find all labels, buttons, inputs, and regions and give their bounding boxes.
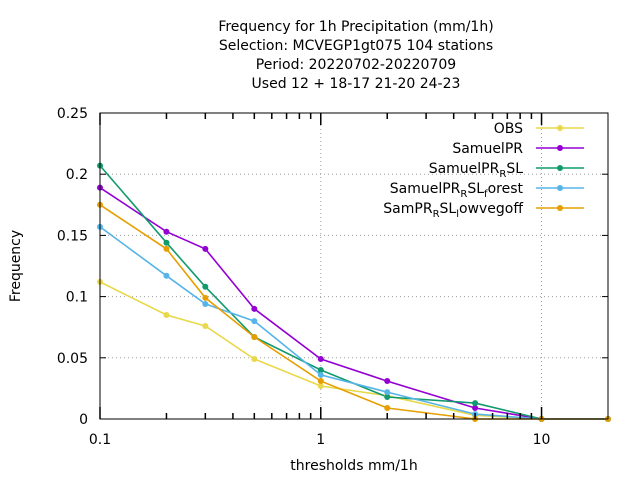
series-point-2: [202, 283, 209, 290]
y-axis-label: Frequency: [8, 230, 24, 302]
series-line-4: [99, 204, 608, 420]
legend-label-part: R: [433, 209, 440, 220]
y-tick-label: 0.1: [66, 290, 88, 306]
series-point-0: [317, 382, 324, 389]
series-point-4: [384, 404, 391, 411]
series-point-0: [163, 311, 170, 318]
series-point-3: [384, 389, 391, 396]
legend-label-part: SL: [506, 161, 523, 177]
x-tick-label: 1: [316, 432, 325, 448]
legend-swatch-point: [557, 145, 563, 151]
legend-label-part: SamuelPR: [452, 141, 523, 157]
series-point-3: [163, 272, 170, 279]
legend-label-part: l: [456, 209, 459, 220]
series-point-1: [251, 305, 258, 312]
legend-swatch-point: [557, 185, 563, 191]
legend-label-part: f: [484, 189, 488, 200]
chart-title: Frequency for 1h Precipitation (mm/1h) Se…: [218, 19, 493, 92]
title-line: Period: 20220702-20220709: [256, 57, 456, 73]
legend: OBSSamuelPRSamuelPRRSLSamuelPRRSLforestS…: [383, 121, 584, 220]
legend-label-part: SamuelPR: [429, 161, 500, 177]
title-line: Frequency for 1h Precipitation (mm/1h): [218, 19, 493, 35]
series-point-2: [384, 393, 391, 400]
series-point-1: [384, 378, 391, 385]
legend-label-part: owvegoff: [459, 201, 523, 217]
series-point-0: [202, 322, 209, 329]
legend-label-part: R: [499, 169, 506, 180]
legend-label: SamPRRSLlowvegoff: [383, 201, 523, 220]
legend-label-part: R: [460, 189, 467, 200]
series-point-2: [163, 239, 170, 246]
series-point-4: [317, 378, 324, 385]
plot-frame: [99, 112, 609, 420]
series-point-3: [317, 371, 324, 378]
series-point-1: [202, 245, 209, 252]
series-line-2: [99, 165, 608, 420]
legend-label: SamuelPRRSLforest: [390, 181, 524, 200]
legend-label-part: SamuelPR: [390, 181, 461, 197]
legend-swatch-point: [557, 205, 563, 211]
title-line: Selection: MCVEGP1gt075 104 stations: [219, 38, 493, 54]
series-line-0: [99, 281, 608, 420]
series-point-3: [202, 300, 209, 307]
series-point-1: [163, 228, 170, 235]
x-axis-label: thresholds mm/1h: [290, 458, 417, 474]
legend-label: SamuelPRRSL: [429, 161, 523, 180]
series-point-1: [317, 356, 324, 363]
x-tick-label: 10: [533, 432, 551, 448]
axis-ticks: 0 0.05 0.1 0.15 0.2 0.25 0.1 1 10: [57, 106, 608, 448]
legend-label-part: SL: [467, 181, 484, 197]
series-point-4: [163, 245, 170, 252]
legend-swatch-point: [557, 125, 563, 131]
y-tick-label: 0.2: [66, 167, 88, 183]
legend-label-part: orest: [488, 181, 524, 197]
y-tick-label: 0: [79, 412, 88, 428]
series-point-1: [472, 404, 479, 411]
y-tick-label: 0.15: [57, 228, 88, 244]
series-point-4: [251, 333, 258, 340]
series-point-2: [317, 367, 324, 374]
legend-swatch-point: [557, 165, 563, 171]
grid-lines: [100, 113, 608, 419]
legend-label-part: SamPR: [383, 201, 433, 217]
series-point-2: [472, 400, 479, 407]
x-tick-label: 0.1: [89, 432, 111, 448]
legend-label-part: OBS: [494, 121, 523, 137]
legend-label: OBS: [494, 121, 523, 137]
series-layer: [97, 162, 611, 422]
legend-label: SamuelPR: [452, 141, 523, 157]
y-tick-label: 0.05: [57, 351, 88, 367]
series-point-4: [202, 294, 209, 301]
legend-label-part: SL: [440, 201, 457, 217]
series-point-3: [251, 318, 258, 325]
series-point-0: [251, 356, 258, 363]
y-tick-label: 0.25: [57, 106, 88, 122]
title-line: Used 12 + 18-17 21-20 24-23: [252, 76, 461, 92]
